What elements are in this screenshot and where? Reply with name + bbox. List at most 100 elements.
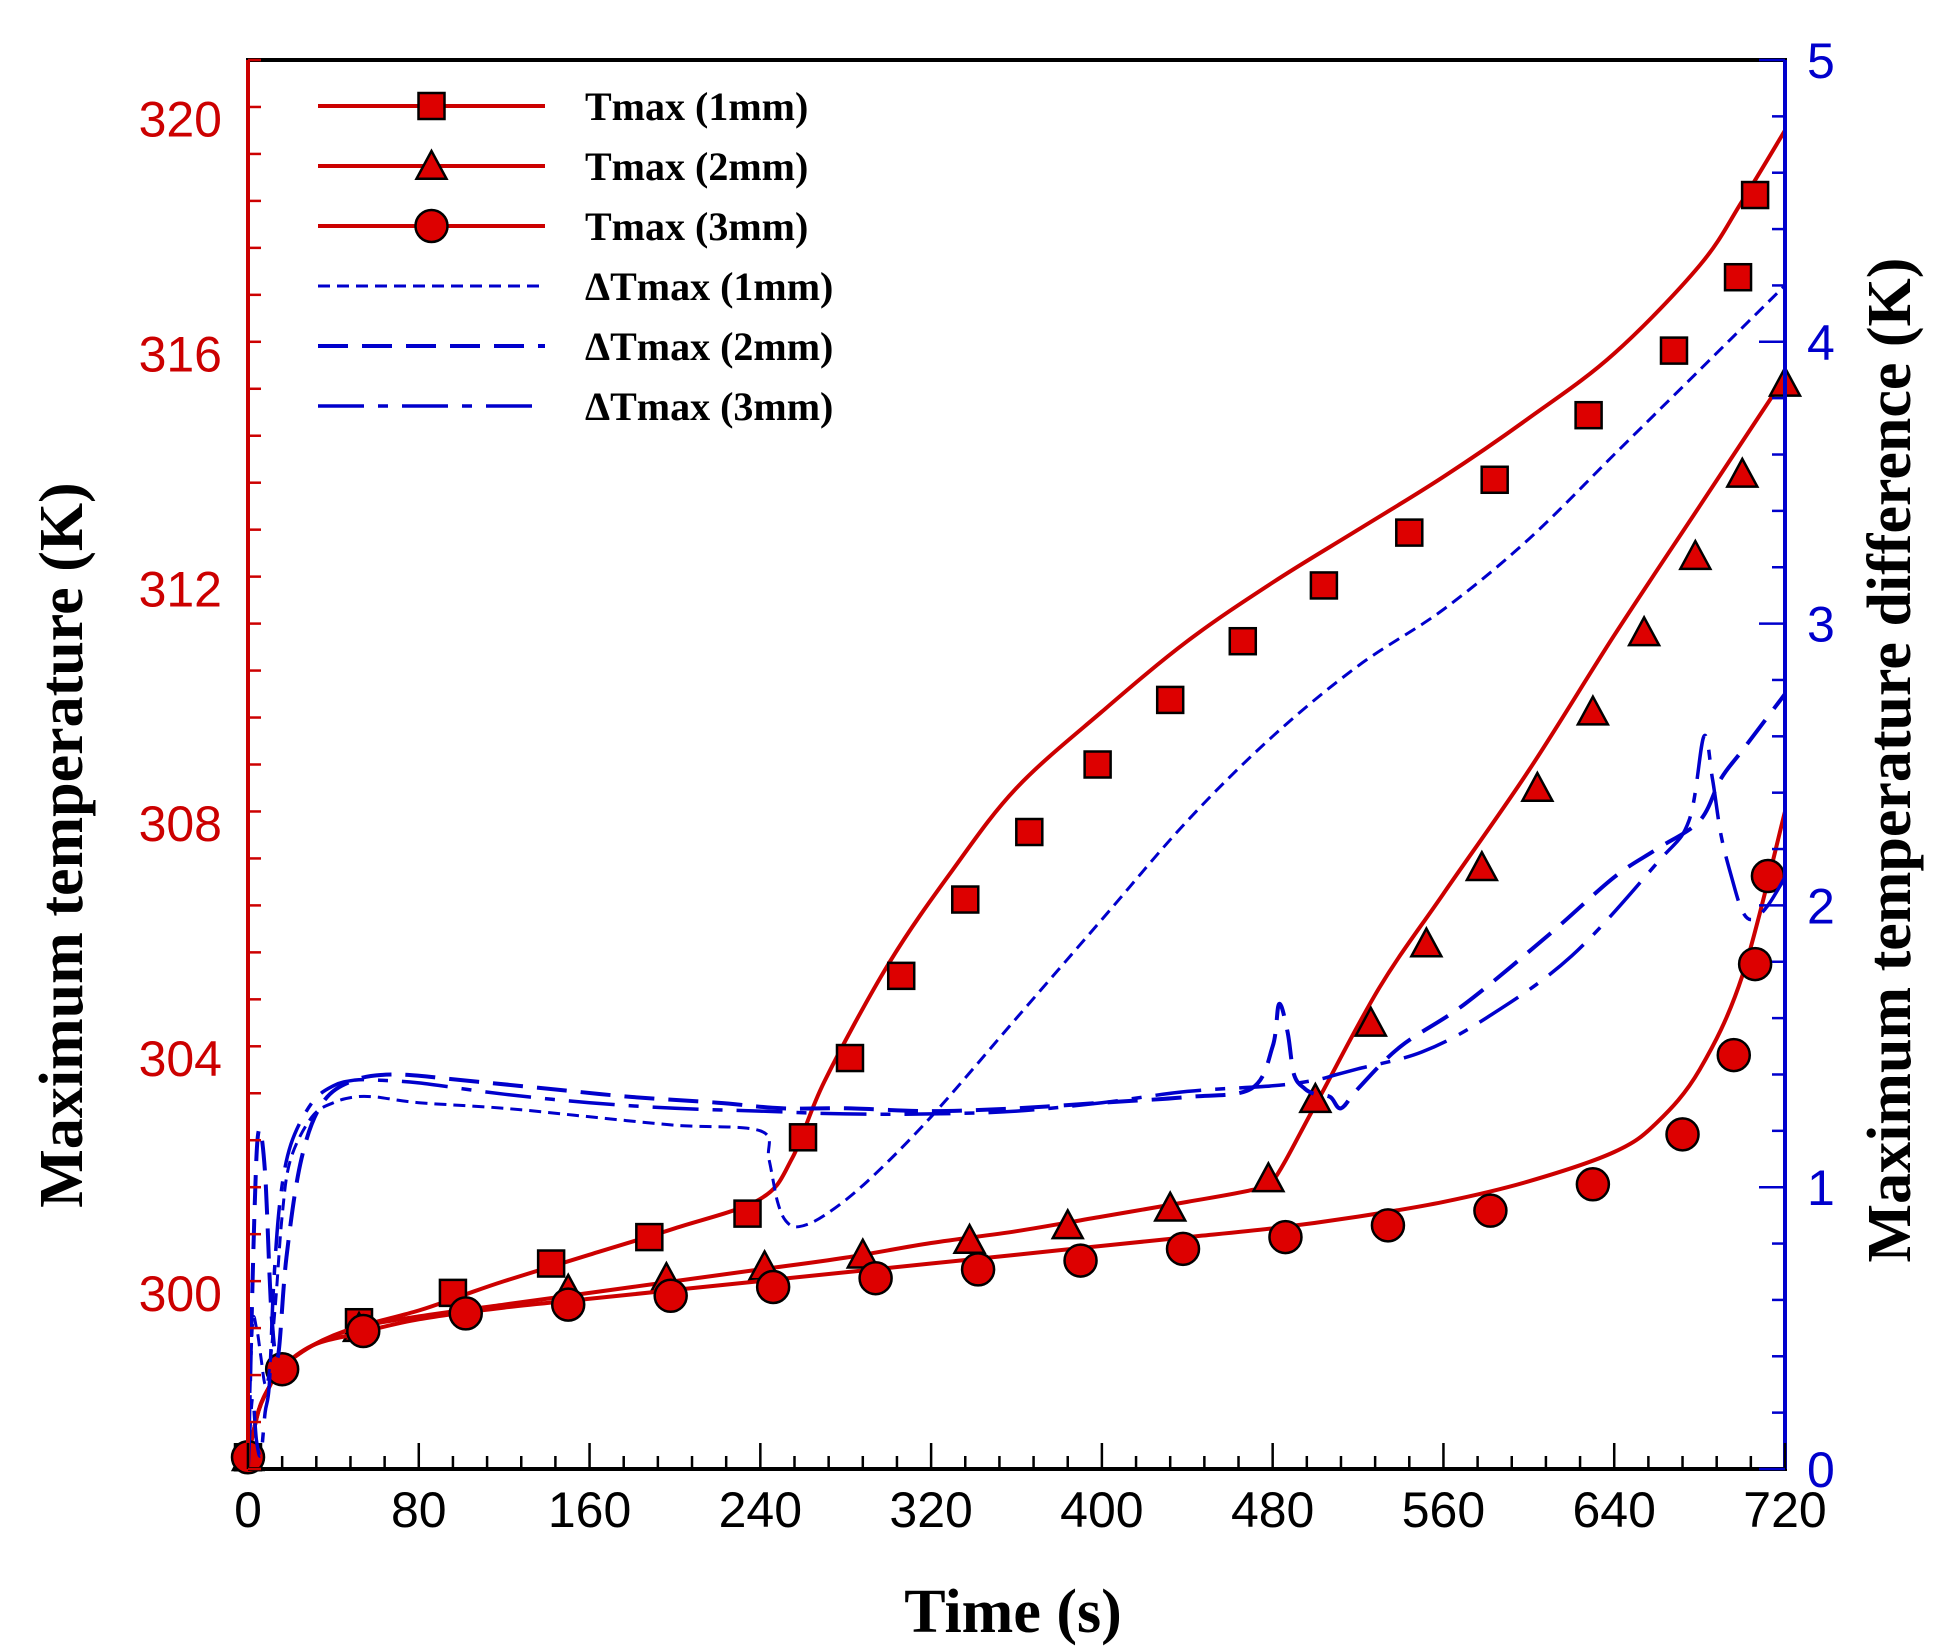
- axes-layer: 0 80 160 240 320 400 480 560 640 7203003043083123…: [139, 33, 1835, 1538]
- series-1-point: [886, 961, 916, 991]
- series-2-point: [1298, 1081, 1333, 1114]
- x-tick-label: 160: [548, 1482, 631, 1538]
- legend-item: ΔTmax (1mm): [318, 264, 833, 309]
- series-1-point: [1309, 571, 1339, 600]
- series-2-point: [1725, 456, 1760, 488]
- legend-marker: [414, 148, 449, 180]
- series-5-line: [246, 692, 1787, 1470]
- series-3-point: [1665, 1117, 1700, 1152]
- series-1-point: [1574, 400, 1603, 430]
- y-tick-label: 316: [139, 327, 222, 383]
- series-3-point: [1165, 1231, 1201, 1267]
- series-1-point: [1083, 750, 1112, 779]
- series-2-point: [952, 1222, 987, 1255]
- series-3-point: [1473, 1193, 1508, 1228]
- series-1-line: [246, 129, 1787, 1458]
- x-axis-title: Time (s): [904, 1578, 1122, 1646]
- series-1-point: [835, 1043, 865, 1073]
- series-3-point: [653, 1278, 688, 1314]
- series-1-point: [1723, 262, 1753, 292]
- series-3: [230, 810, 1787, 1475]
- series-1-point: [788, 1123, 818, 1152]
- plot-area: [246, 58, 1787, 1471]
- series-1-point: [1395, 518, 1424, 547]
- x-tick-label: 80: [391, 1482, 447, 1538]
- x-tick-label: 720: [1743, 1482, 1826, 1538]
- x-tick-label: 640: [1573, 1482, 1656, 1538]
- series-3-point: [755, 1269, 791, 1305]
- series-2-point: [1153, 1190, 1188, 1222]
- legend-label: ΔTmax (1mm): [585, 264, 833, 309]
- y-tick-label: 300: [139, 1266, 222, 1322]
- legend-label: Tmax (3mm): [585, 204, 808, 249]
- legend-label: Tmax (2mm): [585, 144, 808, 189]
- x-tick-label: 240: [719, 1482, 802, 1538]
- series-2-point: [1464, 849, 1499, 882]
- y2-axis-title: Maximum temperature difference (K): [1856, 258, 1924, 1263]
- series-6-line: [246, 733, 1787, 1470]
- y-tick-label: 308: [139, 796, 222, 852]
- x-tick-label: 0: [234, 1482, 262, 1538]
- legend-item: Tmax (2mm): [318, 144, 808, 189]
- legend-label: ΔTmax (2mm): [585, 324, 833, 369]
- series-6: [246, 733, 1787, 1470]
- x-tick-label: 320: [889, 1482, 972, 1538]
- y-tick-label: 304: [139, 1031, 222, 1087]
- series-5: [246, 692, 1787, 1470]
- y2-tick-label: 1: [1807, 1160, 1835, 1216]
- series-2-line: [246, 375, 1787, 1458]
- legend: Tmax (1mm) Tmax (2mm) Tmax (3mm) ΔTmax (1mm…: [318, 84, 833, 429]
- series-2-point: [1678, 538, 1713, 571]
- legend-marker: [414, 208, 449, 244]
- y2-tick-label: 2: [1807, 878, 1835, 934]
- series-4: [246, 284, 1787, 1470]
- series-1-point: [1659, 336, 1689, 365]
- legend-label: Tmax (1mm): [585, 84, 808, 129]
- series-3-point: [346, 1313, 381, 1349]
- y-axis-title: Maximum temperature (K): [28, 482, 96, 1207]
- series-2-point: [1575, 694, 1610, 726]
- y-tick-label: 320: [139, 92, 222, 148]
- series-1-point: [1015, 817, 1044, 847]
- series-1-point: [1155, 685, 1185, 715]
- series-1-point: [536, 1249, 566, 1278]
- y2-tick-label: 4: [1807, 315, 1835, 371]
- y2-tick-label: 3: [1807, 597, 1835, 653]
- series-2-point: [1409, 925, 1444, 958]
- series-2-point: [1520, 770, 1555, 802]
- x-tick-label: 400: [1060, 1482, 1143, 1538]
- y-tick-label: 312: [139, 561, 222, 617]
- series-1-point: [1740, 180, 1770, 210]
- series-3-point: [1370, 1208, 1406, 1243]
- series-2-point: [1050, 1207, 1085, 1240]
- plot-frame: [246, 58, 1787, 1471]
- series-2-point: [1353, 1005, 1388, 1037]
- series-1-point: [1228, 626, 1258, 656]
- series-1-point: [1480, 465, 1509, 495]
- series-3-point: [960, 1252, 996, 1287]
- series-3-point: [448, 1296, 483, 1331]
- series-1-point: [635, 1222, 664, 1252]
- legend-marker: [417, 91, 446, 121]
- series-1-point: [733, 1199, 762, 1228]
- series-3-point: [264, 1351, 300, 1387]
- series-4-line: [246, 284, 1787, 1470]
- series-1-point: [951, 885, 980, 914]
- series-3-point: [1063, 1243, 1098, 1278]
- legend-label: ΔTmax (3mm): [585, 384, 833, 429]
- series-3-point: [1737, 946, 1773, 982]
- series-3-point: [858, 1260, 893, 1296]
- legend-item: Tmax (1mm): [318, 84, 808, 129]
- series-3-point: [550, 1287, 586, 1322]
- legend-item: ΔTmax (3mm): [318, 384, 833, 429]
- legend-item: ΔTmax (2mm): [318, 324, 833, 369]
- x-tick-label: 480: [1231, 1482, 1314, 1538]
- series-layer: [230, 129, 1803, 1475]
- legend-item: Tmax (3mm): [318, 204, 808, 249]
- series-3-point: [1575, 1167, 1611, 1202]
- x-tick-label: 560: [1402, 1482, 1485, 1538]
- series-3-line: [246, 810, 1787, 1458]
- series-2-point: [1251, 1160, 1286, 1193]
